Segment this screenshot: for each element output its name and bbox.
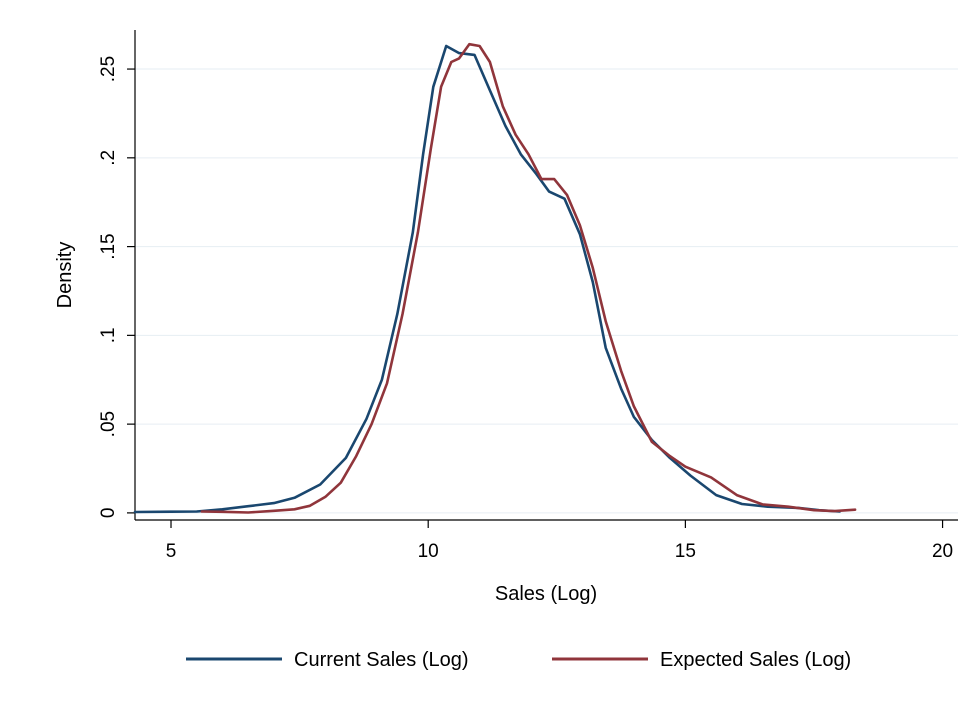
series-lines — [133, 42, 857, 514]
series-line-current-sales — [133, 44, 842, 514]
x-ticks: 5 10 15 20 — [166, 520, 953, 562]
y-axis-label: Density — [54, 242, 76, 309]
y-tick-label: .1 — [98, 327, 119, 343]
x-tick-label: 20 — [932, 541, 953, 562]
y-tick-label: .05 — [98, 411, 119, 437]
series-line-expected-sales — [200, 42, 857, 514]
y-tick-label: .2 — [98, 150, 119, 166]
legend-label-current: Current Sales (Log) — [294, 649, 469, 671]
x-tick-label: 5 — [166, 541, 177, 562]
legend-label-expected: Expected Sales (Log) — [660, 649, 851, 671]
y-tick-label: .15 — [98, 233, 119, 259]
gridlines — [135, 68, 958, 514]
y-tick-label: 0 — [98, 508, 119, 519]
legend: Current Sales (Log) Expected Sales (Log) — [186, 649, 851, 671]
axes — [134, 30, 958, 521]
x-axis-label: Sales (Log) — [495, 583, 597, 605]
y-ticks: 0 .05 .1 .15 .2 .25 — [98, 56, 135, 518]
y-tick-label: .25 — [98, 56, 119, 82]
x-tick-label: 15 — [675, 541, 696, 562]
x-tick-label: 10 — [418, 541, 439, 562]
